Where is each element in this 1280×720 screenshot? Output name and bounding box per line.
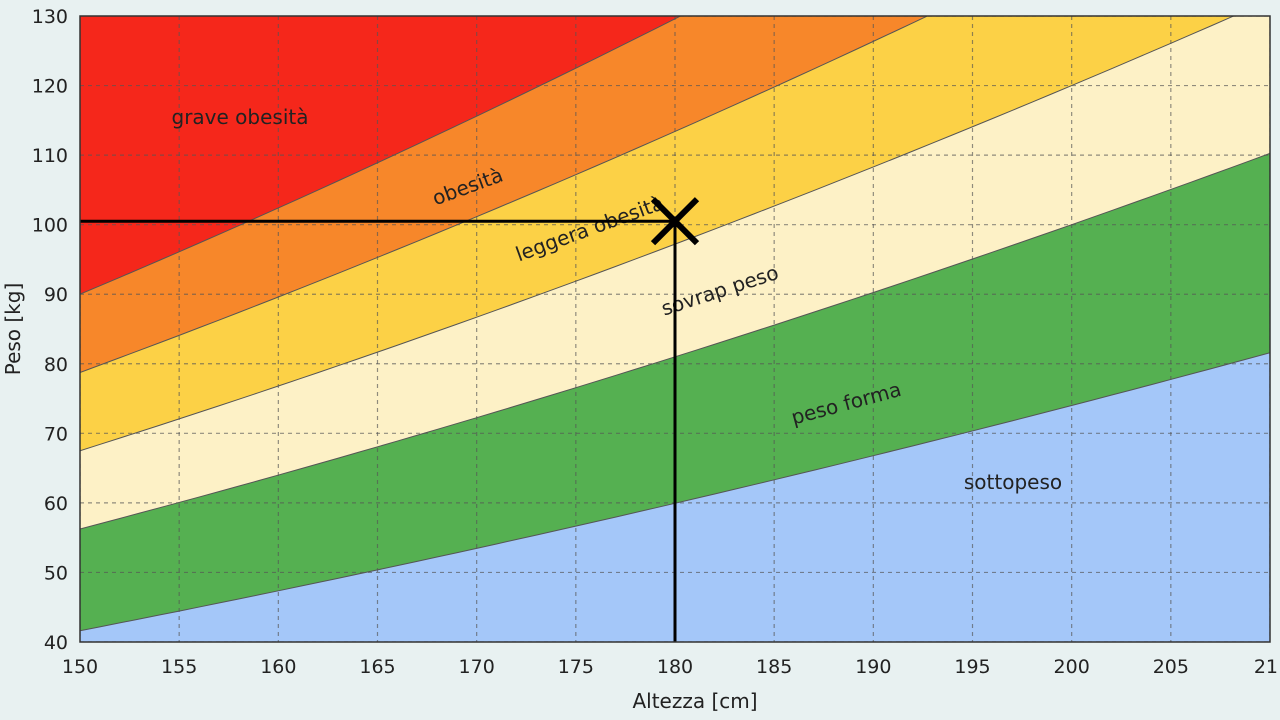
x-tick-label: 205	[1153, 656, 1189, 678]
y-axis-title: Peso [kg]	[1, 283, 25, 376]
y-tick-label: 80	[44, 354, 68, 376]
y-tick-label: 90	[44, 284, 68, 306]
marker-x-stroke-2	[650, 197, 700, 246]
x-tick-label: 160	[260, 656, 296, 678]
zone-label-5: grave obesità	[172, 105, 309, 129]
y-tick-label: 40	[44, 632, 68, 654]
x-axis-ticks: 150 155 160 165 170 175 180 185 190 195 200 205 21	[62, 656, 1278, 678]
x-tick-label: 185	[756, 656, 792, 678]
x-tick-label: 175	[558, 656, 594, 678]
y-tick-label: 120	[32, 76, 68, 98]
zone-band-4	[80, 16, 928, 373]
x-axis-title: Altezza [cm]	[632, 689, 757, 713]
y-tick-label: 100	[32, 215, 68, 237]
plot-frame	[79, 15, 1271, 643]
x-tick-label: 195	[954, 656, 990, 678]
user-marker	[80, 197, 700, 642]
x-tick-label: 155	[161, 656, 197, 678]
y-tick-label: 110	[32, 145, 68, 167]
x-tick-label: 165	[359, 656, 395, 678]
x-tick-label: 200	[1054, 656, 1090, 678]
y-tick-label: 60	[44, 493, 68, 515]
x-tick-label: 170	[459, 656, 495, 678]
y-tick-label: 70	[44, 423, 68, 445]
y-axis-ticks: 40 50 60 70 80 90 100 110 120 130	[32, 6, 68, 654]
x-tick-label: 180	[657, 656, 693, 678]
y-tick-label: 50	[44, 562, 68, 584]
zone-band-3	[80, 16, 1234, 451]
zone-label-0: sottopeso	[964, 470, 1062, 494]
x-tick-label: 150	[62, 656, 98, 678]
y-tick-label: 130	[32, 6, 68, 28]
x-tick-label: 21	[1254, 656, 1278, 678]
x-tick-label: 190	[855, 656, 891, 678]
